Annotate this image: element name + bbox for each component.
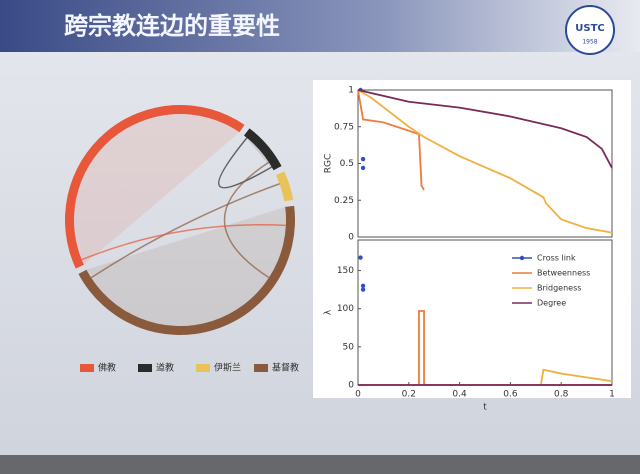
x-tick-label: 0.8 [554,390,569,400]
legend-label: Bridgeness [537,284,581,293]
bottom-shadow [0,455,640,474]
title-bar [0,0,640,52]
point [360,287,366,292]
slide-title: 跨宗教连边的重要性 [64,12,280,40]
chord-link [223,161,270,279]
y-tick-label: 0 [348,233,354,243]
logo [565,5,615,55]
chord-arc [276,171,294,202]
point [360,283,366,288]
y-tick-label: 150 [337,266,354,276]
legend-label: 佛教 [98,362,116,374]
legend-label: 道教 [156,362,174,374]
chord-ribbon [86,206,287,327]
x-axis-label: t [483,403,487,413]
chord-link [81,224,286,261]
logo-text: USTC [575,23,604,34]
legend-swatch [80,364,94,372]
legend-swatch [254,364,268,372]
x-tick-label: 0 [355,390,361,400]
line [357,89,613,234]
y-tick-label: 0.25 [334,196,354,206]
y-tick-label: 0.5 [340,159,354,169]
x-tick-label: 0.4 [452,390,467,400]
chord-link [218,137,273,189]
chord-link [90,183,280,279]
legend-label: 伊斯兰 [214,362,241,374]
point [358,255,363,260]
line [357,89,613,169]
y-tick-label: 50 [343,342,355,352]
legend-label: Betweenness [537,269,590,278]
legend-label: 基督教 [272,362,299,374]
legend-label: Cross link [537,254,576,263]
logo-year: 1958 [582,39,597,46]
y-tick-label: 1 [348,86,354,96]
chord-arc [244,128,282,171]
line [357,89,425,191]
point [360,165,366,171]
chord-ribbon [276,175,285,202]
legend-swatch [138,364,152,372]
y-axis-label: λ [324,309,334,315]
legend-swatch [196,364,210,372]
x-tick-label: 0.2 [402,390,416,400]
y-tick-label: 0.75 [334,122,354,132]
point [360,156,366,162]
chart-panel [313,80,631,398]
x-tick-label: 0.6 [503,390,518,400]
chord-arc [65,105,245,269]
y-tick-label: 100 [337,304,354,314]
y-axis-label: RGC [324,154,334,174]
chord-ribbon [244,135,274,171]
y-tick-label: 0 [348,381,354,391]
chord-ribbon [74,114,240,265]
legend-label: Degree [537,299,566,308]
legend-marker [519,255,525,261]
x-tick-label: 1 [609,390,615,400]
